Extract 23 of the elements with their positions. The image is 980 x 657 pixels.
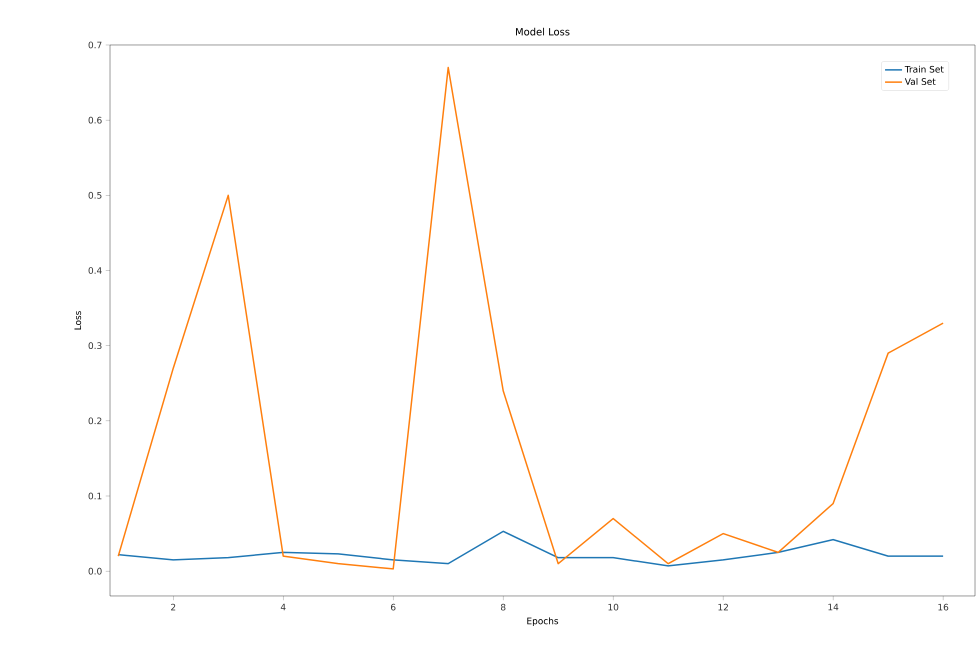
legend-label: Train Set xyxy=(904,66,944,73)
x-tick-label: 12 xyxy=(718,604,728,610)
x-axis-title: Epochs xyxy=(527,617,558,626)
x-tick-label: 16 xyxy=(938,604,948,611)
legend-label: Val Set xyxy=(904,78,936,85)
y-tick-label: 0.3 xyxy=(88,342,102,350)
x-tick-label: 8 xyxy=(500,604,506,611)
y-axis-title: Loss xyxy=(74,311,82,330)
y-tick-label: 0.0 xyxy=(88,568,102,575)
y-tick-label: 0.1 xyxy=(88,492,102,500)
x-tick-label: 6 xyxy=(390,604,396,611)
y-tick-label: 0.4 xyxy=(88,267,102,274)
x-tick-label: 2 xyxy=(171,604,176,610)
y-tick-label: 0.6 xyxy=(88,116,102,124)
x-tick-label: 10 xyxy=(608,604,618,611)
line-series xyxy=(118,530,944,567)
line-series xyxy=(118,66,944,570)
y-tick-label: 0.7 xyxy=(88,42,102,48)
x-tick-label: 4 xyxy=(280,604,286,610)
x-tick-label: 14 xyxy=(828,604,838,610)
chart-title: Model Loss xyxy=(516,28,570,36)
y-tick-label: 0.5 xyxy=(88,192,102,199)
y-tick-label: 0.2 xyxy=(88,417,102,424)
